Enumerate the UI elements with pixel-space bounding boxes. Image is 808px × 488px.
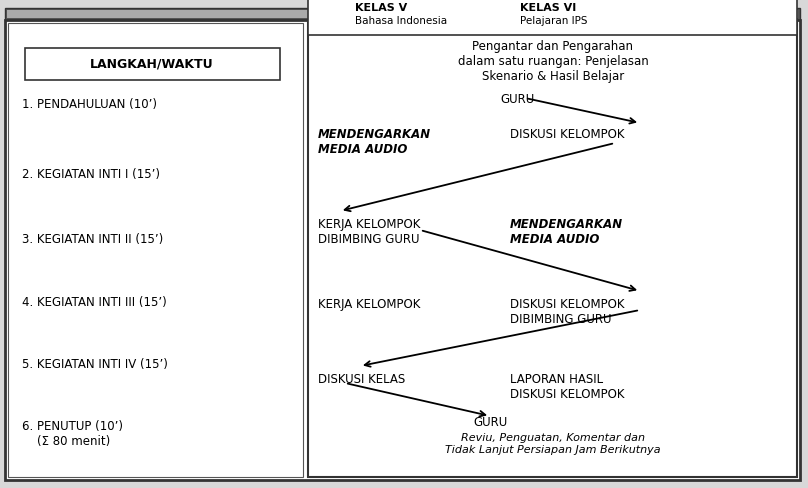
- FancyBboxPatch shape: [25, 48, 280, 80]
- Text: 3. KEGIATAN INTI II (15’): 3. KEGIATAN INTI II (15’): [22, 233, 163, 246]
- Text: Pengantar dan Pengarahan
dalam satu ruangan: Penjelasan
Skenario & Hasil Belajar: Pengantar dan Pengarahan dalam satu ruan…: [457, 40, 648, 83]
- Text: GURU: GURU: [500, 93, 534, 106]
- FancyBboxPatch shape: [8, 23, 303, 477]
- Text: KERJA KELOMPOK
DIBIMBING GURU: KERJA KELOMPOK DIBIMBING GURU: [318, 218, 420, 246]
- Text: DISKUSI KELOMPOK: DISKUSI KELOMPOK: [510, 128, 625, 141]
- FancyBboxPatch shape: [5, 20, 800, 480]
- Text: DISKUSI KELAS: DISKUSI KELAS: [318, 373, 406, 386]
- Text: 4. KEGIATAN INTI III (15’): 4. KEGIATAN INTI III (15’): [22, 296, 166, 309]
- Text: LANGKAH/WAKTU: LANGKAH/WAKTU: [90, 58, 214, 70]
- Text: LAPORAN HASIL
DISKUSI KELOMPOK: LAPORAN HASIL DISKUSI KELOMPOK: [510, 373, 625, 401]
- Text: Pelajaran IPS: Pelajaran IPS: [520, 16, 587, 26]
- Text: GURU: GURU: [473, 416, 507, 429]
- Text: DISKUSI KELOMPOK
DIBIMBING GURU: DISKUSI KELOMPOK DIBIMBING GURU: [510, 298, 625, 326]
- Text: Bahasa Indonesia: Bahasa Indonesia: [355, 16, 447, 26]
- Text: 1. PENDAHULUAN (10’): 1. PENDAHULUAN (10’): [22, 98, 157, 111]
- Text: Reviu, Penguatan, Komentar dan
Tidak Lanjut Persiapan Jam Berikutnya: Reviu, Penguatan, Komentar dan Tidak Lan…: [445, 433, 661, 455]
- FancyBboxPatch shape: [308, 0, 797, 35]
- Text: 6. PENUTUP (10’)
    (Σ 80 menit): 6. PENUTUP (10’) (Σ 80 menit): [22, 420, 123, 448]
- Text: KELAS VI: KELAS VI: [520, 3, 576, 13]
- Text: KELAS V: KELAS V: [355, 3, 407, 13]
- Text: MENDENGARKAN
MEDIA AUDIO: MENDENGARKAN MEDIA AUDIO: [510, 218, 623, 246]
- Text: MENDENGARKAN
MEDIA AUDIO: MENDENGARKAN MEDIA AUDIO: [318, 128, 431, 156]
- Text: 5. KEGIATAN INTI IV (15’): 5. KEGIATAN INTI IV (15’): [22, 358, 168, 371]
- Text: 2. KEGIATAN INTI I (15’): 2. KEGIATAN INTI I (15’): [22, 168, 160, 181]
- Text: KERJA KELOMPOK: KERJA KELOMPOK: [318, 298, 420, 311]
- FancyBboxPatch shape: [5, 8, 800, 20]
- FancyBboxPatch shape: [7, 10, 798, 18]
- FancyBboxPatch shape: [308, 23, 797, 477]
